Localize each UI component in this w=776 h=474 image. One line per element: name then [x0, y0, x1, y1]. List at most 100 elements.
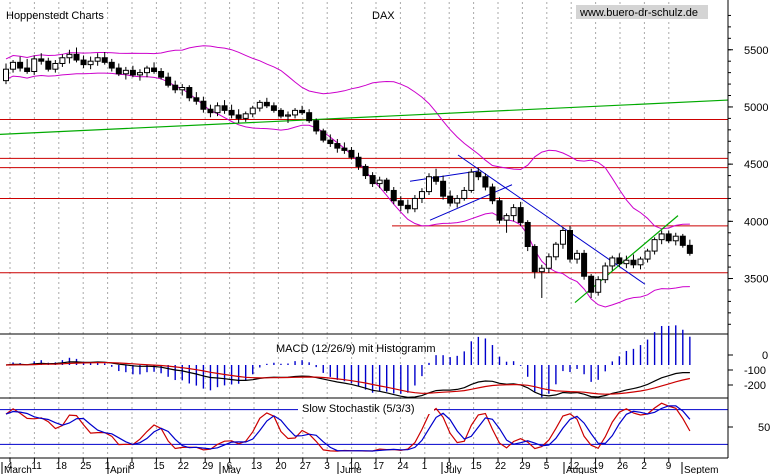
candle-body [651, 239, 658, 252]
month-label: March [4, 465, 32, 474]
x-tick-label: 4 [7, 461, 13, 472]
x-tick-label: 11 [31, 461, 42, 472]
bollinger-bands [5, 45, 690, 308]
candle-body [66, 53, 73, 59]
x-tick-label: 19 [593, 461, 605, 472]
candle-body [158, 70, 165, 78]
candle-body [299, 109, 306, 114]
candle-body [151, 67, 158, 72]
candle-body [672, 235, 679, 242]
price-tick-label: 5000 [744, 102, 768, 114]
candle-body [531, 245, 538, 273]
x-tick-label: 13 [251, 461, 263, 472]
candle-body [411, 197, 418, 210]
macd-label: MACD (12/26/9) mit Histogramm [276, 343, 436, 355]
candle-body [108, 61, 115, 69]
x-tick-label: 25 [80, 461, 92, 472]
x-tick-label: 24 [397, 461, 409, 472]
candle-body [545, 256, 552, 269]
candle-body [623, 259, 630, 265]
candle-body [193, 97, 200, 102]
month-label: Septem [684, 465, 718, 474]
x-tick-label: 6 [227, 461, 233, 472]
candle-body [45, 60, 52, 70]
x-tick-label: 10 [349, 461, 361, 472]
month-label: May [222, 465, 241, 474]
candle-body [510, 207, 517, 217]
channel-upper-line [409, 170, 479, 182]
x-tick-label: 8 [446, 461, 452, 472]
x-tick-label: 5 [544, 461, 550, 472]
candle-body [595, 279, 602, 293]
candle-body [17, 61, 24, 69]
candle-body [552, 243, 559, 258]
candle-body [440, 180, 447, 197]
x-tick-label: 9 [666, 461, 672, 472]
month-label: June [340, 465, 362, 474]
candle-body [249, 107, 256, 115]
candle-body [433, 176, 440, 182]
candle-body [616, 257, 623, 265]
candle-body [355, 156, 362, 167]
signal-line [5, 362, 691, 395]
stoch-label-bg [298, 400, 434, 414]
bollinger-lower [5, 72, 690, 308]
candle-body [567, 229, 573, 260]
x-tick-label: 29 [202, 461, 214, 472]
candle-body [665, 233, 672, 242]
candle-body [285, 114, 291, 117]
candle-body [242, 113, 249, 119]
candle-body [679, 235, 686, 246]
candle-body [129, 69, 136, 76]
candle-body [200, 100, 207, 110]
candlesticks [3, 47, 693, 298]
candle-body [559, 229, 566, 245]
candle-body [609, 257, 616, 267]
x-tick-label: 2 [641, 461, 647, 472]
macd-tick-label: 0 [762, 350, 768, 362]
month-label: July [444, 465, 462, 474]
candle-body [686, 244, 693, 254]
candle-body [313, 120, 320, 132]
x-tick-label: 15 [471, 461, 483, 472]
candle-body [221, 105, 228, 111]
channel-lower-line [429, 184, 513, 221]
candle-body [228, 109, 235, 116]
candle-body [348, 149, 355, 158]
x-tick-label: 15 [153, 461, 165, 472]
macd-panel: 0 -100 -200 [0, 325, 768, 399]
candle-body [136, 72, 143, 76]
candle-body [461, 189, 468, 199]
price-tick-label: 4000 [744, 216, 768, 228]
candle-body [468, 171, 475, 191]
candle-body [658, 233, 665, 241]
candle-body [306, 112, 313, 122]
candle-body [327, 139, 334, 145]
candle-body [383, 179, 390, 191]
stoch-d-line [5, 405, 691, 452]
candle-body [122, 69, 129, 75]
candle-body [115, 67, 122, 75]
candle-body [404, 204, 411, 210]
support-line [0, 99, 729, 135]
instrument-title: DAX [372, 10, 395, 22]
candle-body [10, 61, 17, 70]
website-badge [576, 5, 708, 19]
candle-body [186, 87, 193, 99]
candle-body [24, 67, 31, 72]
candle-body [630, 259, 637, 266]
candle-body [214, 105, 221, 114]
candle-body [390, 189, 397, 202]
candle-body [172, 84, 179, 91]
candle-body [496, 200, 503, 221]
month-label: April [110, 465, 130, 474]
candle-body [574, 252, 581, 260]
x-tick-label: 18 [56, 461, 68, 472]
candle-body [376, 179, 383, 185]
candle-body [3, 68, 9, 82]
source-title: Hoppenstedt Charts [6, 10, 104, 22]
candle-body [489, 186, 496, 202]
x-tick-label: 29 [519, 461, 531, 472]
x-tick-label: 1 [422, 461, 428, 472]
